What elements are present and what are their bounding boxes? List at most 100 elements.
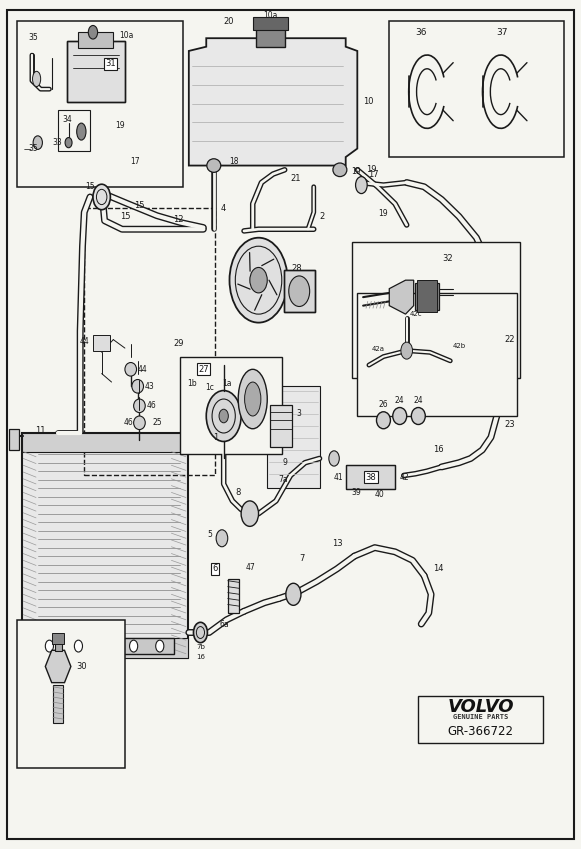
Text: 7b: 7b: [196, 644, 205, 650]
Text: 5: 5: [207, 531, 212, 539]
Ellipse shape: [393, 408, 407, 424]
Text: 8: 8: [236, 488, 241, 497]
Bar: [253, 17, 288, 30]
Text: 33: 33: [52, 138, 62, 147]
Bar: [17, 620, 125, 768]
Bar: [415, 283, 439, 310]
Text: 22: 22: [504, 335, 515, 344]
Bar: [267, 386, 320, 488]
Text: 9: 9: [282, 458, 287, 467]
Text: 30: 30: [77, 662, 87, 671]
Bar: [22, 638, 188, 658]
Text: 7: 7: [299, 554, 305, 563]
Circle shape: [250, 267, 267, 293]
Bar: [53, 685, 63, 723]
Text: 42b: 42b: [453, 343, 467, 350]
Circle shape: [156, 640, 164, 652]
Text: 14: 14: [433, 565, 444, 573]
Ellipse shape: [134, 416, 145, 430]
Ellipse shape: [411, 408, 425, 424]
Bar: [284, 270, 315, 312]
Text: GENUINE PARTS: GENUINE PARTS: [453, 714, 508, 721]
Bar: [228, 579, 239, 613]
Circle shape: [229, 238, 288, 323]
Bar: [67, 41, 125, 102]
Text: 36: 36: [415, 28, 427, 37]
Text: 4: 4: [221, 204, 226, 212]
Ellipse shape: [33, 71, 41, 87]
Bar: [346, 465, 395, 489]
Text: 15: 15: [120, 212, 130, 221]
Text: 10a: 10a: [263, 11, 277, 20]
Polygon shape: [45, 650, 71, 683]
Text: 46: 46: [123, 419, 133, 427]
Bar: [78, 32, 113, 48]
Text: 10: 10: [363, 98, 374, 106]
Text: 23: 23: [504, 420, 515, 429]
Polygon shape: [189, 38, 357, 166]
Text: 1: 1: [213, 433, 218, 441]
Text: 10a: 10a: [119, 31, 134, 40]
Circle shape: [74, 640, 83, 652]
Bar: [180, 357, 282, 454]
Text: 29: 29: [174, 340, 184, 348]
Ellipse shape: [207, 159, 221, 172]
Bar: [270, 405, 292, 447]
Text: 44: 44: [138, 365, 148, 374]
Text: VOLVO: VOLVO: [447, 698, 514, 717]
Text: 35: 35: [29, 144, 38, 153]
Circle shape: [286, 583, 301, 605]
Bar: [55, 641, 62, 651]
Text: 17: 17: [368, 170, 378, 178]
Text: 41: 41: [333, 473, 343, 481]
Text: 12: 12: [173, 215, 184, 223]
Polygon shape: [389, 280, 414, 314]
Text: 28: 28: [292, 264, 302, 273]
Text: 19: 19: [115, 121, 125, 130]
Bar: [357, 293, 517, 416]
Bar: [35, 638, 174, 654]
Bar: [9, 429, 19, 450]
Ellipse shape: [77, 123, 86, 140]
Bar: [256, 25, 285, 47]
Text: 21: 21: [290, 174, 300, 183]
Circle shape: [329, 451, 339, 466]
Bar: [17, 21, 183, 187]
Text: 11: 11: [35, 426, 46, 435]
Text: 7a: 7a: [279, 475, 288, 484]
Text: 42a: 42a: [372, 346, 385, 352]
Text: 15: 15: [85, 183, 95, 191]
Text: 44: 44: [80, 337, 89, 346]
Text: 24: 24: [395, 396, 404, 405]
Text: 31: 31: [105, 59, 116, 68]
Circle shape: [356, 177, 367, 194]
Text: 6a: 6a: [220, 620, 229, 628]
Text: 6: 6: [212, 565, 218, 573]
Circle shape: [216, 530, 228, 547]
Bar: [52, 633, 64, 644]
Text: 40: 40: [375, 490, 385, 498]
Text: 37: 37: [497, 28, 508, 37]
Bar: [352, 242, 520, 378]
Text: 47: 47: [245, 563, 255, 571]
Text: 42: 42: [400, 473, 410, 481]
Ellipse shape: [333, 163, 347, 177]
Text: 20: 20: [224, 17, 234, 25]
Bar: [389, 21, 564, 157]
Circle shape: [241, 501, 259, 526]
Text: 39: 39: [352, 488, 361, 497]
Ellipse shape: [134, 399, 145, 413]
Text: 16: 16: [433, 446, 444, 454]
Ellipse shape: [132, 380, 144, 393]
Text: 19: 19: [367, 166, 377, 174]
Text: 1a: 1a: [222, 380, 231, 388]
Text: 18: 18: [229, 157, 239, 166]
Text: 42c: 42c: [410, 311, 423, 318]
Text: 46: 46: [146, 402, 156, 410]
Ellipse shape: [125, 363, 137, 376]
Text: 15: 15: [134, 201, 145, 210]
Bar: [346, 465, 395, 489]
Bar: [417, 280, 437, 312]
Text: 3: 3: [296, 409, 301, 418]
Bar: [22, 433, 188, 452]
